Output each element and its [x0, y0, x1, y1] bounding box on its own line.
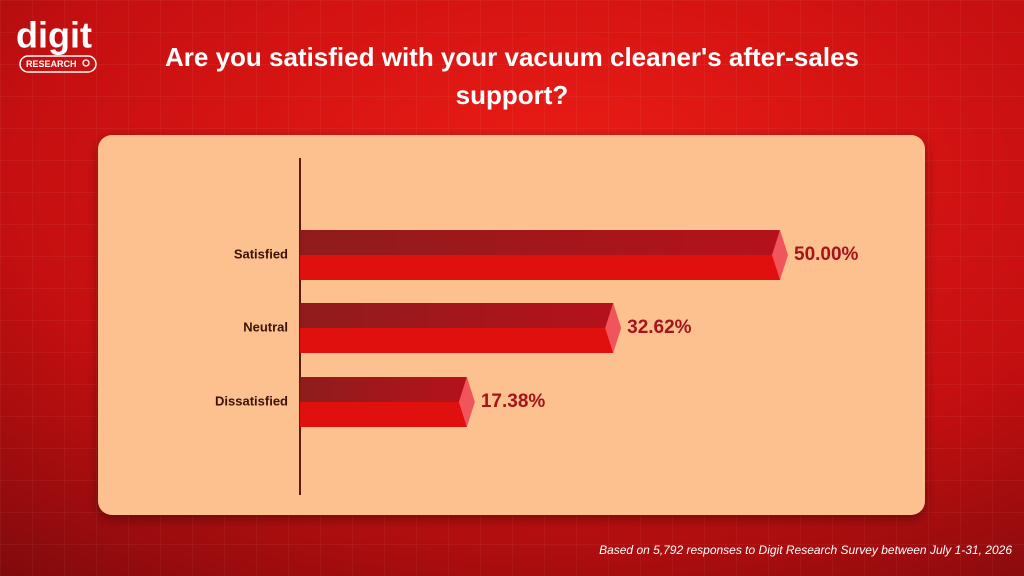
logo-badge [19, 55, 97, 73]
bar-shade [300, 230, 780, 255]
value-label: 32.62% [627, 317, 692, 338]
y-tick-label: Dissatisfied [215, 393, 288, 408]
bar-shade [300, 303, 614, 328]
logo-icon [82, 59, 90, 67]
bar-shade [300, 377, 467, 402]
value-label: 17.38% [481, 391, 546, 412]
logo-subtext: RESEARCH [26, 59, 77, 69]
bar-cap [605, 303, 622, 353]
y-tick-label: Neutral [243, 319, 288, 334]
y-tick-label: Satisfied [234, 246, 288, 261]
bar-cap [772, 230, 788, 280]
value-label: 50.00% [794, 244, 859, 265]
footnote: Based on 5,792 responses to Digit Resear… [599, 543, 1012, 557]
bar-cap [458, 377, 475, 427]
chart-title: Are you satisfied with your vacuum clean… [164, 42, 859, 110]
logo-text: digit [16, 15, 92, 56]
